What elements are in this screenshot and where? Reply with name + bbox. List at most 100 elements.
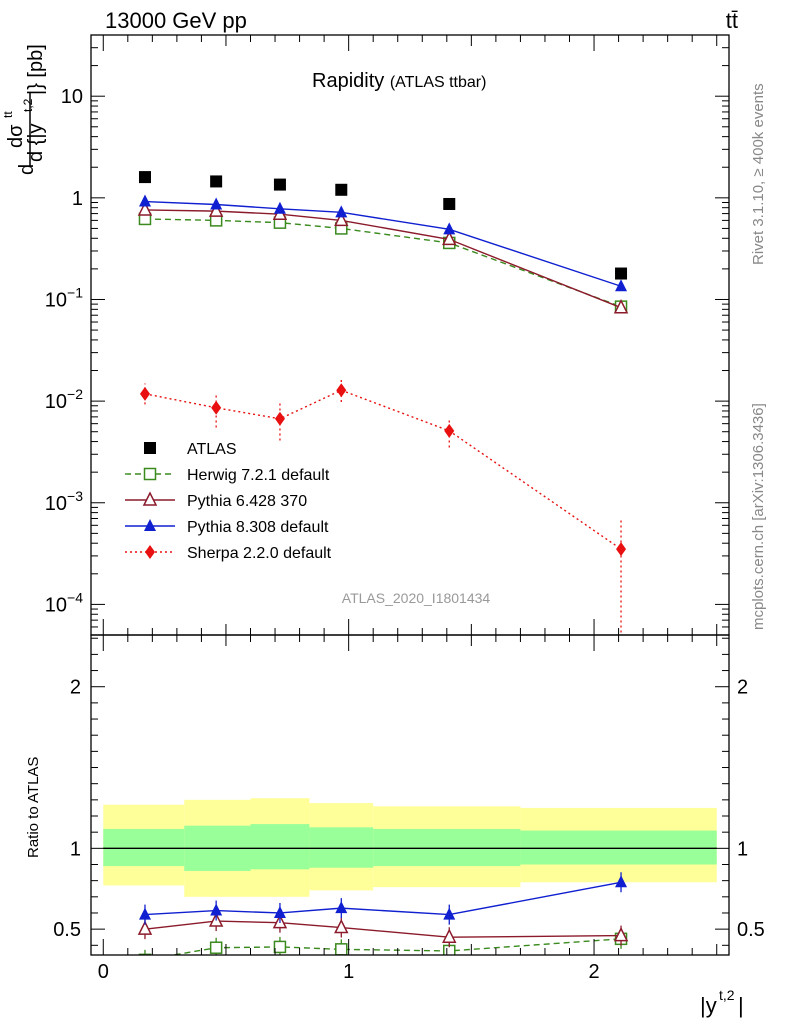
- legend-label: Herwig 7.2.1 default: [187, 467, 330, 484]
- data-point: [137, 201, 153, 216]
- uncertainty-band-inner: [103, 828, 185, 867]
- data-point: [138, 194, 151, 207]
- data-point: [613, 926, 629, 942]
- data-point: [335, 943, 348, 955]
- legend-label: Sherpa 2.2.0 default: [187, 545, 332, 562]
- legend-label: Pythia 6.428 370: [187, 493, 307, 510]
- series-line: [144, 920, 622, 938]
- data-point: [138, 953, 152, 955]
- data-point: [336, 383, 347, 398]
- data-point: [616, 542, 627, 557]
- ratio-series-pythia-6-428-370: [137, 911, 629, 948]
- analysis-watermark: ATLAS_2020_I1801434: [342, 590, 491, 606]
- legend-label: ATLAS: [187, 441, 237, 458]
- svg-text:d {|y: d {|y: [25, 123, 47, 162]
- main-panel: [137, 171, 629, 635]
- series-line: [144, 200, 622, 287]
- svg-text:|y: |y: [700, 993, 717, 1018]
- data-point: [443, 197, 456, 210]
- main-y-tick-label: 1: [72, 188, 83, 210]
- rivet-label: Rivet 3.1.10, ≥ 400k events: [750, 83, 767, 265]
- svg-text:|} [pb]: |} [pb]: [25, 44, 47, 95]
- uncertainty-band-inner: [250, 824, 310, 870]
- legend-item: Herwig 7.2.1 default: [125, 467, 330, 484]
- legend-marker: [145, 545, 155, 559]
- svg-text:d: d: [16, 164, 38, 175]
- mcplots-label: mcplots.cern.ch [arXiv:1306.3436]: [750, 403, 767, 630]
- data-point: [273, 905, 286, 918]
- x-axis-label: |y t,2 |: [700, 987, 744, 1018]
- data-point: [209, 941, 223, 954]
- ratio-frame: [90, 634, 730, 956]
- svg-text:t,2: t,2: [719, 987, 735, 1003]
- main-series-pythia-8-308-default: [138, 194, 628, 292]
- data-point: [138, 907, 151, 920]
- svg-text:t,2: t,2: [21, 98, 35, 112]
- legend-marker: [143, 467, 157, 481]
- data-point: [210, 175, 223, 188]
- data-point: [273, 201, 286, 214]
- main-series-atlas: [138, 171, 628, 280]
- legend-marker: [144, 442, 156, 454]
- svg-text:|: |: [738, 993, 744, 1018]
- legend-item: Pythia 6.428 370: [125, 491, 307, 510]
- x-tick-label: 1: [343, 961, 354, 983]
- data-point: [137, 920, 153, 935]
- header-process: 13000 GeV pp: [105, 8, 247, 33]
- main-y-tick-label: 10: [61, 86, 83, 108]
- data-point: [273, 178, 286, 191]
- legend: ATLAS Herwig 7.2.1 default Pythia 6.428 37…: [125, 441, 332, 562]
- data-point: [335, 901, 348, 914]
- header-final-state: tt̄: [726, 8, 738, 33]
- main-series-pythia-6-428-370: [137, 201, 629, 314]
- data-point: [274, 411, 285, 426]
- series-line: [169, 938, 622, 955]
- data-point: [615, 875, 628, 888]
- legend-item: ATLAS: [144, 441, 237, 458]
- main-y-tick-label: 10−4: [45, 589, 83, 616]
- legend-label: Pythia 8.308 default: [187, 519, 329, 536]
- svg-text:dσ: dσ: [5, 124, 27, 148]
- data-point: [443, 907, 456, 920]
- x-tick-label: 2: [588, 961, 599, 983]
- ratio-panel: [103, 798, 717, 955]
- data-point: [442, 230, 457, 246]
- data-point: [335, 183, 348, 196]
- ratio-y-axis-label: Ratio to ATLAS: [25, 757, 42, 858]
- main-y-axis-label: d dσ tt d {|y t,2 |} [pb]: [1, 44, 47, 175]
- data-point: [613, 299, 629, 314]
- data-point: [442, 928, 457, 943]
- legend-marker: [142, 491, 158, 506]
- series-line: [144, 218, 622, 308]
- ratio-y-tick-label: 2: [737, 677, 748, 699]
- legend-item: Sherpa 2.2.0 default: [125, 545, 332, 562]
- plot-frames: 10−4 10−3 10−2 10−1 1 10 0 1 2 0.5 0.5 1 1 2 2: [45, 34, 765, 983]
- legend-item: Pythia 8.308 default: [125, 519, 329, 536]
- data-point: [615, 279, 628, 292]
- ratio-y-tick-label: 0.5: [737, 919, 765, 941]
- data-point: [211, 400, 222, 415]
- data-point: [444, 423, 455, 438]
- ratio-series-pythia-8-308-default: [138, 872, 628, 925]
- main-y-tick-label: 10−1: [45, 284, 83, 311]
- main-y-tick-label: 10−2: [45, 386, 83, 413]
- data-point: [210, 197, 223, 210]
- data-point: [335, 205, 348, 218]
- ratio-y-tick-label: 1: [70, 838, 81, 860]
- data-point: [273, 940, 287, 954]
- uncertainty-band-inner: [373, 828, 521, 867]
- data-point: [208, 202, 224, 217]
- data-point: [210, 903, 223, 916]
- data-point: [138, 171, 151, 184]
- series-line: [144, 881, 622, 916]
- ratio-y-tick-label: 2: [70, 677, 81, 699]
- main-series-sherpa-2-2-0-default: [139, 379, 627, 635]
- series-line: [144, 209, 622, 309]
- legend-marker: [144, 519, 156, 531]
- x-tick-label: 0: [98, 961, 109, 983]
- uncertainty-band-inner: [309, 827, 374, 868]
- data-point: [334, 918, 349, 934]
- chart-title: Rapidity (ATLAS ttbar): [312, 70, 486, 92]
- ratio-series-herwig-7-2-1-default: [138, 928, 628, 955]
